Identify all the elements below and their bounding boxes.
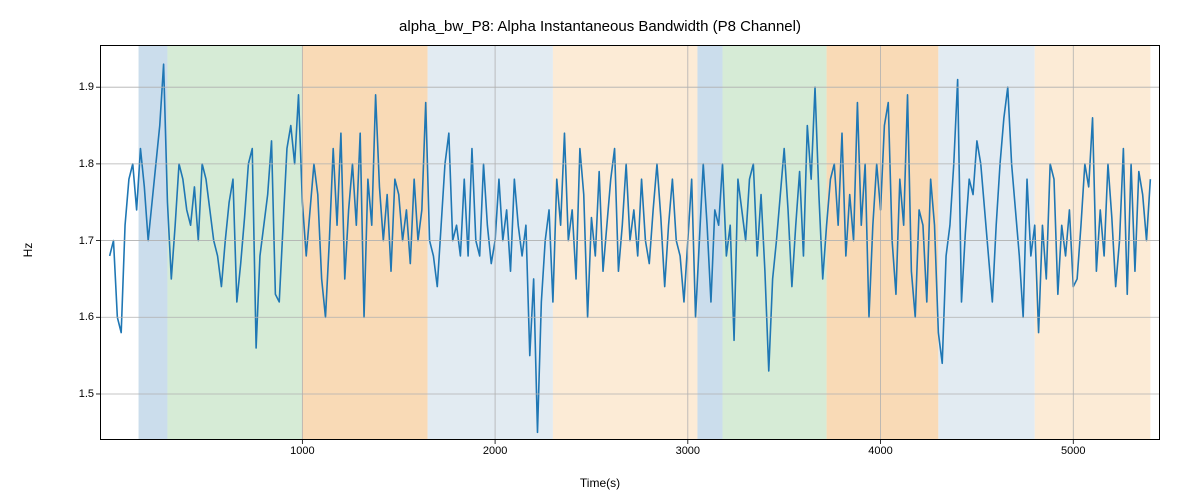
x-axis-label: Time(s) [0,476,1200,490]
y-tick-label: 1.8 [34,158,94,170]
plot-area [100,45,1160,440]
background-band [1035,45,1151,440]
x-tick-label: 2000 [483,445,507,457]
y-tick-label: 1.7 [34,235,94,247]
background-band [827,45,939,440]
x-tick-label: 4000 [868,445,892,457]
background-band [697,45,722,440]
x-tick-label: 3000 [676,445,700,457]
chart-title: alpha_bw_P8: Alpha Instantaneous Bandwid… [0,18,1200,35]
x-tick-label: 1000 [290,445,314,457]
background-band [723,45,827,440]
y-tick-label: 1.6 [34,311,94,323]
plot-svg [100,45,1160,440]
background-band [139,45,168,440]
y-axis-label: Hz [21,243,35,258]
y-tick-label: 1.9 [34,81,94,93]
y-tick-label: 1.5 [34,388,94,400]
background-band [428,45,553,440]
figure: alpha_bw_P8: Alpha Instantaneous Bandwid… [0,0,1200,500]
x-tick-label: 5000 [1061,445,1085,457]
